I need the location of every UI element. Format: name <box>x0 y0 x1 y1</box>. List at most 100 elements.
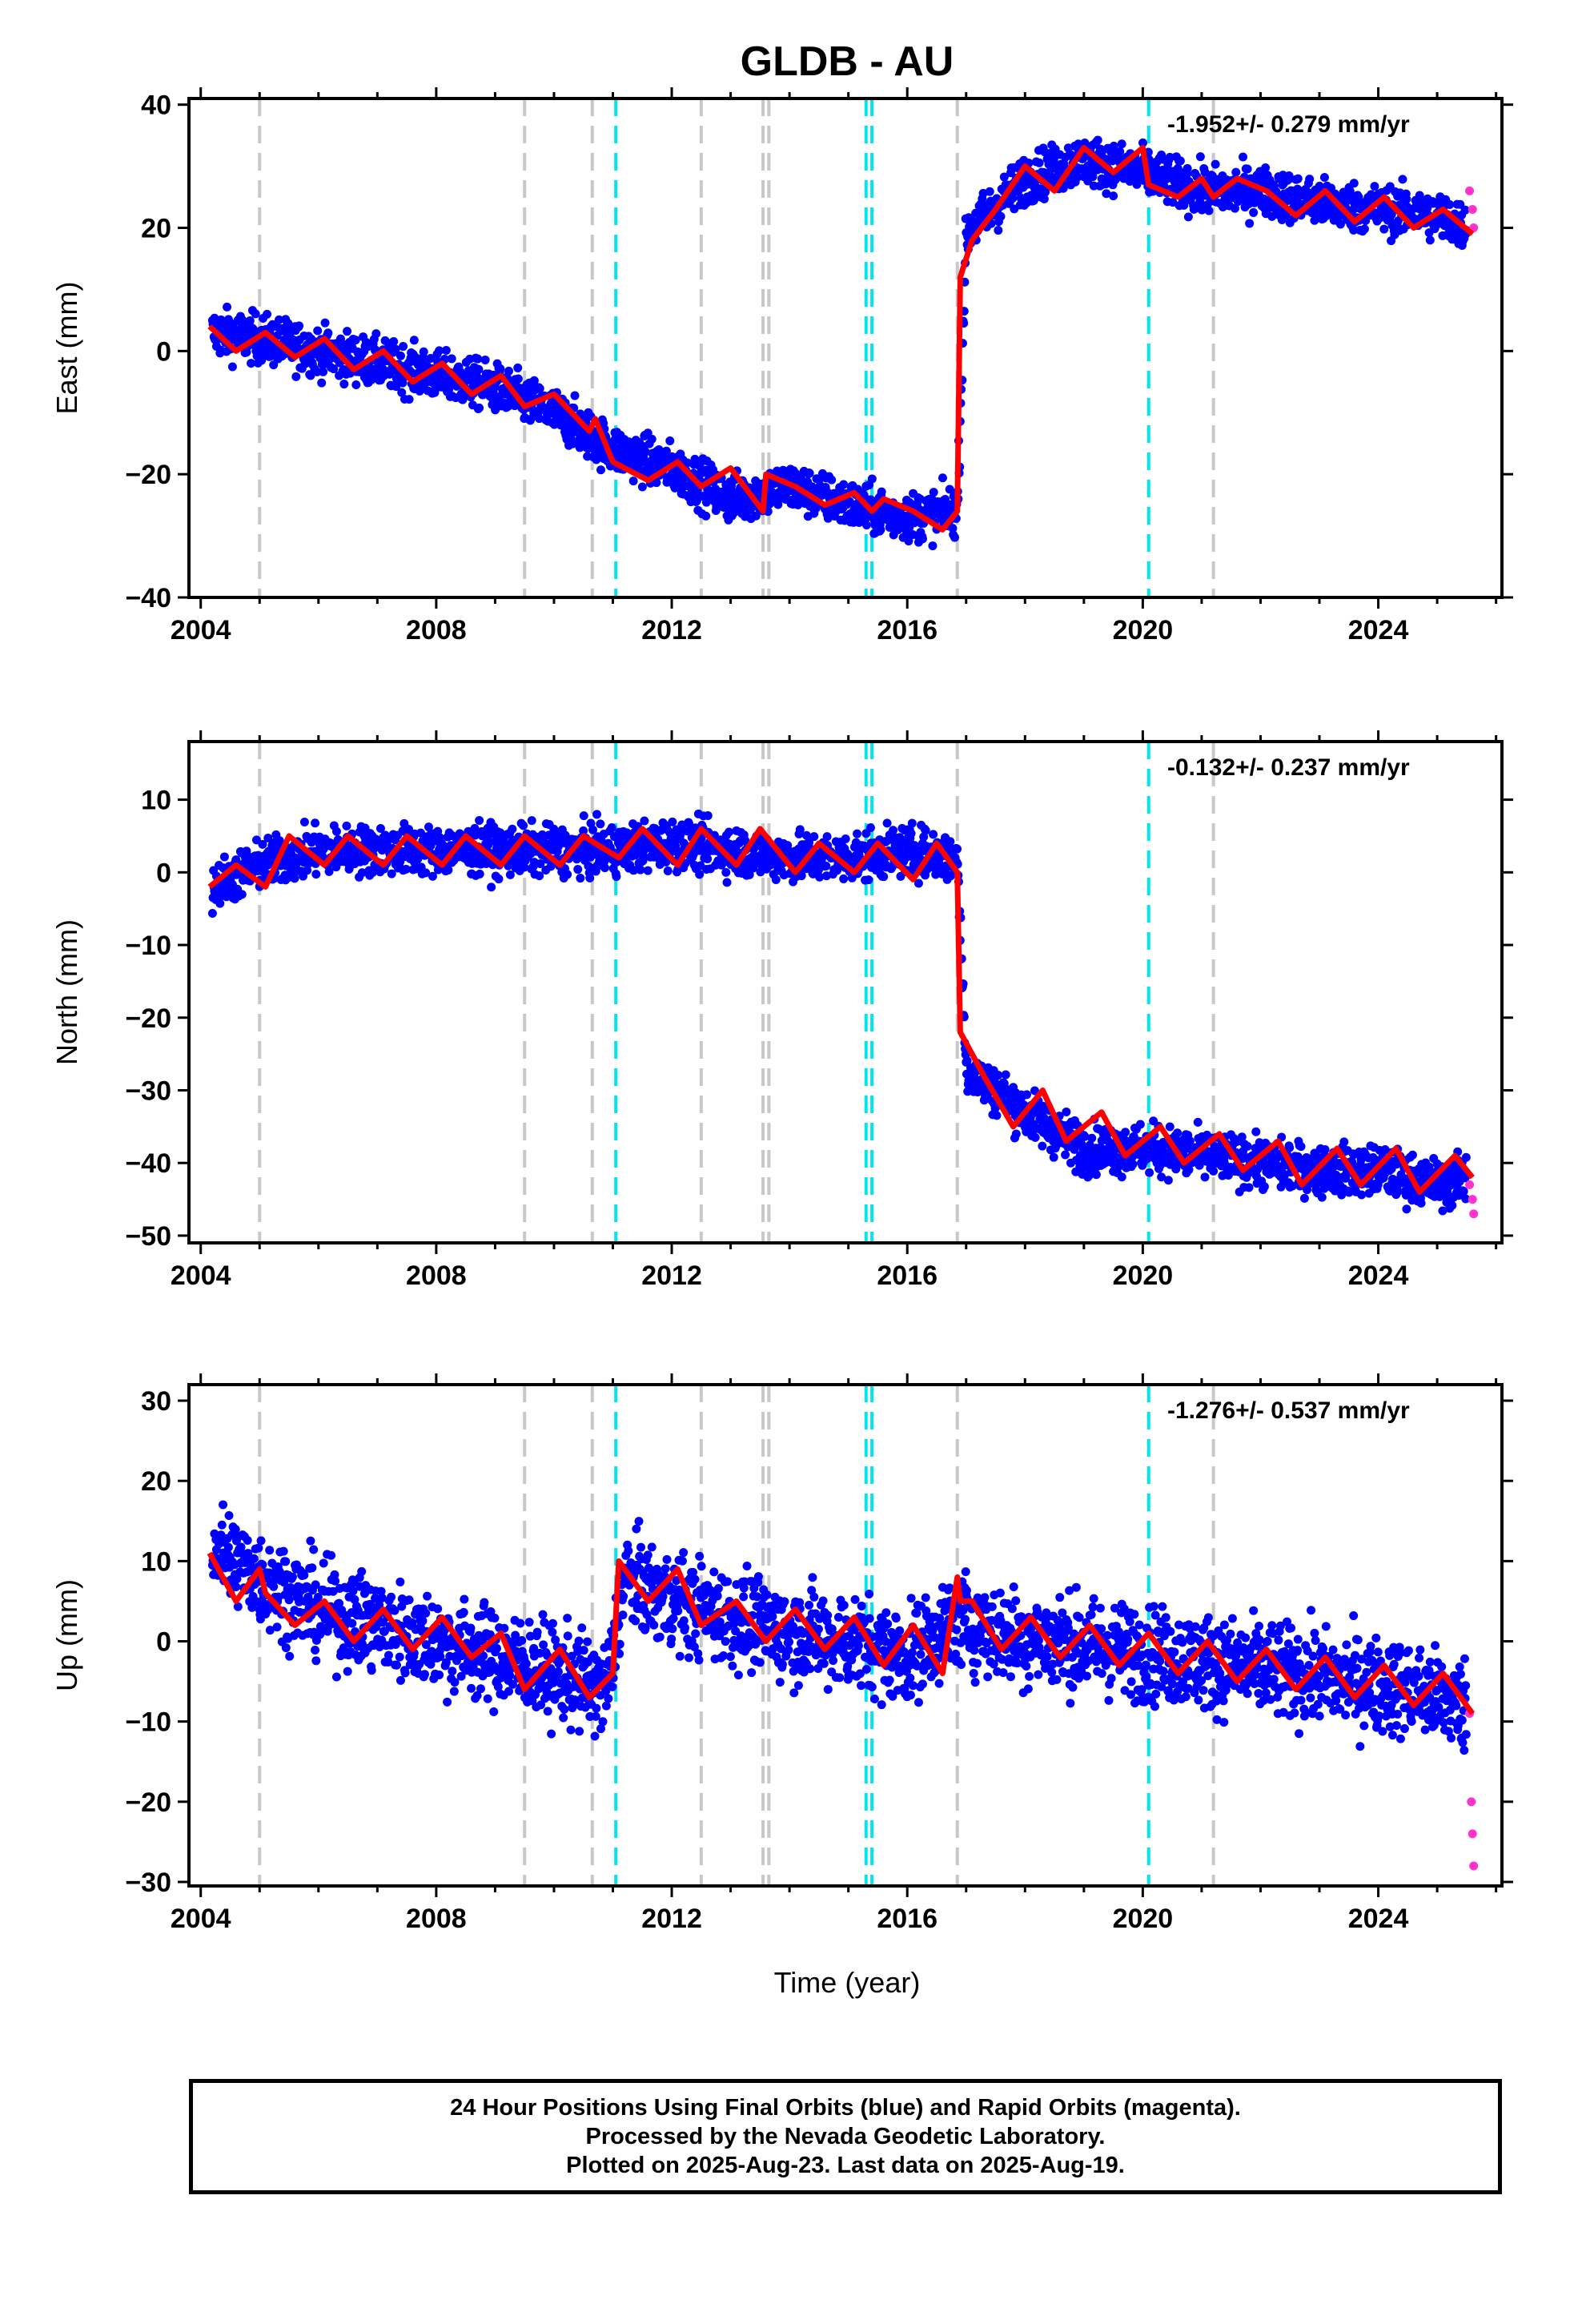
final-point <box>1193 1117 1203 1127</box>
final-point <box>1016 193 1026 203</box>
final-point <box>1445 200 1455 210</box>
final-point <box>703 810 713 820</box>
final-point <box>1175 156 1185 166</box>
final-point <box>861 521 871 530</box>
chart-title: GLDB - AU <box>741 38 954 85</box>
final-point <box>629 866 639 875</box>
final-point <box>579 811 588 821</box>
final-point <box>722 878 732 887</box>
final-point <box>1195 152 1205 162</box>
final-point <box>1319 173 1329 183</box>
final-point <box>1345 187 1355 196</box>
final-point <box>1249 207 1259 217</box>
final-point <box>1402 195 1411 204</box>
final-point <box>1388 1175 1398 1184</box>
final-point <box>716 835 725 845</box>
final-point <box>1087 1133 1097 1143</box>
final-point <box>904 537 913 546</box>
final-point <box>1039 194 1049 203</box>
final-point <box>1091 1170 1101 1180</box>
final-point <box>917 534 927 544</box>
final-point <box>950 533 959 542</box>
final-point <box>520 862 529 872</box>
final-point <box>475 403 484 412</box>
final-point <box>1034 158 1044 167</box>
final-point <box>573 865 583 875</box>
final-point <box>1163 1176 1173 1185</box>
final-point <box>1231 167 1241 177</box>
final-point <box>771 875 781 884</box>
final-point <box>809 832 819 842</box>
final-point <box>1243 1141 1252 1151</box>
final-point <box>441 345 451 355</box>
final-point <box>1245 219 1255 228</box>
final-point <box>640 816 649 826</box>
final-point <box>535 871 544 881</box>
final-point <box>1315 181 1324 191</box>
final-point <box>275 315 284 324</box>
final-point <box>324 866 334 876</box>
final-point <box>1062 1107 1071 1116</box>
final-point <box>797 871 806 881</box>
final-point <box>636 865 645 875</box>
final-point <box>1200 1172 1210 1182</box>
final-point <box>435 346 444 356</box>
final-point <box>1261 163 1271 173</box>
final-point <box>496 364 505 374</box>
final-point <box>311 818 320 828</box>
final-point <box>1285 1143 1295 1152</box>
final-point <box>320 318 330 328</box>
final-point <box>1335 219 1345 229</box>
final-point <box>751 511 761 521</box>
x-tick-label: 2012 <box>641 615 702 645</box>
final-point <box>1185 1136 1195 1146</box>
final-point <box>839 874 849 883</box>
final-point <box>879 872 889 882</box>
final-point <box>1354 192 1363 202</box>
final-point <box>1299 1193 1309 1203</box>
final-point <box>643 866 652 875</box>
rate-label: -1.952+/- 0.279 mm/yr <box>1167 111 1410 138</box>
final-point <box>1022 1090 1031 1100</box>
final-point <box>695 870 705 879</box>
y-tick-label: 40 <box>141 90 171 121</box>
final-point <box>475 869 484 879</box>
final-point <box>628 476 638 486</box>
final-point <box>215 899 225 908</box>
final-point <box>1132 179 1142 189</box>
final-point <box>1317 1192 1327 1202</box>
final-point <box>1117 1172 1126 1182</box>
x-tick-label: 2004 <box>171 615 231 645</box>
final-point <box>1259 1182 1269 1192</box>
final-point <box>397 388 407 397</box>
final-point <box>568 439 577 448</box>
final-point <box>391 382 401 392</box>
final-point <box>1209 1166 1219 1176</box>
final-point <box>1093 135 1102 145</box>
final-point <box>822 832 832 842</box>
final-point <box>1237 1132 1247 1142</box>
final-point <box>1239 152 1248 162</box>
final-point <box>1145 1168 1154 1177</box>
final-point <box>219 852 229 862</box>
panel-east: 2004 2008 2012 2016 2020 2024−40−2002040East … <box>50 87 1513 645</box>
final-point <box>585 873 595 883</box>
final-point <box>701 511 711 521</box>
final-points <box>207 135 1479 551</box>
final-point <box>1261 1160 1271 1169</box>
final-point <box>839 480 849 489</box>
final-point <box>319 367 328 376</box>
final-point <box>343 327 352 336</box>
final-point <box>207 908 217 918</box>
final-point <box>1303 187 1313 197</box>
x-tick-label: 2024 <box>1348 615 1409 645</box>
final-point <box>1320 1145 1330 1155</box>
rapid-point <box>1468 204 1477 214</box>
final-point <box>508 824 517 834</box>
final-point <box>1157 1172 1166 1182</box>
final-point <box>668 817 677 826</box>
final-point <box>1109 191 1118 201</box>
final-point <box>283 319 293 328</box>
final-point <box>331 826 341 836</box>
final-point <box>396 351 405 360</box>
